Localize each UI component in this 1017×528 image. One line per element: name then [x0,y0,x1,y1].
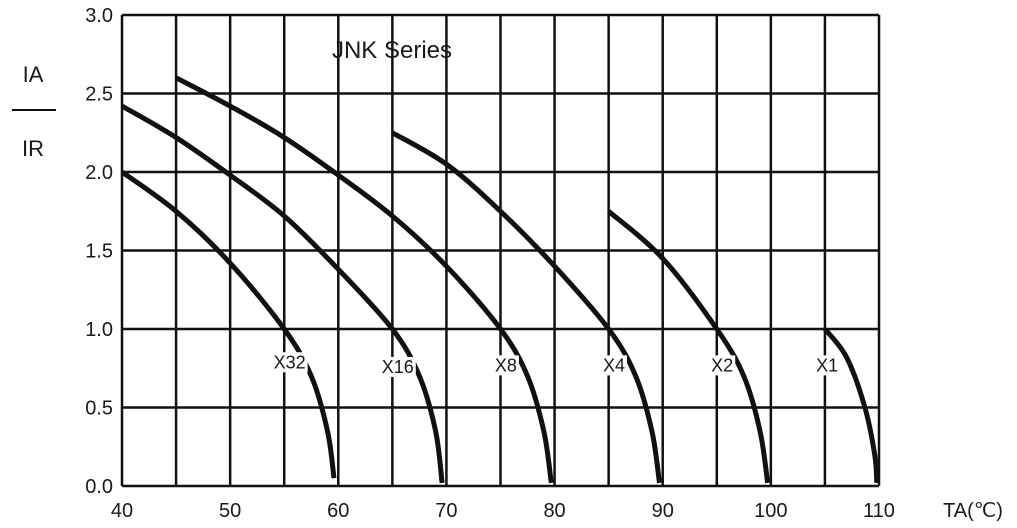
y-tick-label: 2.0 [85,162,113,184]
x-tick-label: 100 [754,500,787,522]
curve-label-background [379,356,416,377]
x-tick-label: 60 [327,500,349,522]
curve-label-x4: X4 [603,355,625,375]
curve-label-x32: X32 [274,352,306,372]
curve-x16 [120,103,445,484]
y-tick-label: 1.0 [85,319,113,341]
y-axis-label-bottom: IR [22,136,44,161]
curve-x8 [174,75,554,484]
curve-label-background [271,352,308,373]
y-tick-label: 2.5 [85,84,113,106]
x-tick-label: 70 [435,500,457,522]
curve-label-x2: X2 [711,355,733,375]
x-axis-label: TA(℃) [943,500,1003,522]
x-tick-label: 50 [219,500,241,522]
x-tick-labels: 40 50 60 70 80 90 100 110 [111,500,895,522]
x-tick-label: 110 [863,500,895,522]
y-tick-label: 0.5 [85,398,113,420]
y-tick-label: 3.0 [85,5,113,27]
x-tick-label: 40 [111,500,133,522]
curve-label-x1: X1 [816,355,838,375]
curve-label-background [601,355,628,376]
chart-title: JNK Series [332,37,452,64]
series-curves [120,75,880,484]
y-tick-label: 1.5 [85,241,113,263]
curve-x4 [391,130,662,484]
y-tick-labels: 0.0 0.5 1.0 1.5 2.0 2.5 3.0 [85,5,113,498]
x-tick-label: 90 [652,500,674,522]
curve-label-background [709,355,736,376]
curve-label-background [492,355,519,376]
curve-label-x16: X16 [382,357,414,377]
curve-label-background [814,355,841,376]
curve-label-x8: X8 [495,355,517,375]
y-axis-label-top: IA [23,62,44,87]
series-labels: X32 X16 X8 X4 X2 X1 [271,352,841,377]
x-tick-label: 80 [543,500,565,522]
y-tick-label: 0.0 [85,476,113,498]
curve-x32 [120,169,337,479]
curve-x2 [606,209,771,484]
grid [120,13,881,488]
curve-x1 [822,327,880,484]
